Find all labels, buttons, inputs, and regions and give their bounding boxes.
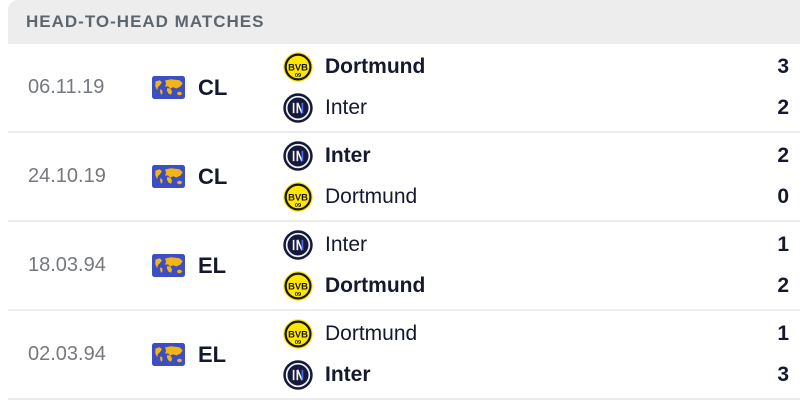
match-date: 24.10.19 bbox=[28, 165, 106, 187]
match-teams: BVB 09 Dortmund 1 Inter 3 bbox=[272, 311, 800, 398]
svg-text:BVB: BVB bbox=[288, 281, 308, 291]
match-row[interactable]: 06.11.19 CL BVB 09 Dortmund 3 bbox=[8, 44, 800, 133]
team-score: 2 bbox=[777, 96, 789, 119]
competition-label: EL bbox=[198, 252, 227, 278]
match-date: 02.03.94 bbox=[28, 343, 106, 365]
panel-title: HEAD-TO-HEAD MATCHES bbox=[26, 12, 265, 31]
team-score: 0 bbox=[777, 185, 789, 208]
bvb-logo: BVB 09 bbox=[283, 52, 313, 82]
svg-text:BVB: BVB bbox=[288, 329, 308, 339]
bvb-logo: BVB 09 bbox=[283, 271, 313, 301]
world-map-icon bbox=[152, 254, 185, 277]
team-score: 1 bbox=[777, 233, 789, 256]
match-date: 18.03.94 bbox=[28, 254, 106, 276]
svg-text:BVB: BVB bbox=[288, 62, 308, 72]
team-name: Dortmund bbox=[325, 322, 418, 345]
match-teams: Inter 1 BVB 09 Dortmund 2 bbox=[272, 222, 800, 309]
svg-text:09: 09 bbox=[295, 340, 301, 346]
team-line: Inter 3 bbox=[272, 359, 800, 391]
inter-logo bbox=[283, 230, 313, 260]
svg-text:09: 09 bbox=[295, 292, 301, 298]
team-name: Inter bbox=[325, 363, 371, 386]
team-line: Inter 1 bbox=[272, 229, 800, 261]
bvb-logo: BVB 09 bbox=[283, 182, 313, 212]
team-name: Inter bbox=[325, 144, 371, 167]
matches-list: 06.11.19 CL BVB 09 Dortmund 3 bbox=[0, 44, 800, 400]
match-row[interactable]: 18.03.94 EL Inter 1 bbox=[8, 222, 800, 311]
team-name: Inter bbox=[325, 233, 368, 256]
team-score: 2 bbox=[777, 144, 789, 167]
competition: EL bbox=[152, 253, 272, 279]
panel-header: HEAD-TO-HEAD MATCHES bbox=[8, 0, 800, 44]
svg-text:09: 09 bbox=[295, 203, 301, 209]
team-name: Inter bbox=[325, 96, 368, 119]
team-line: Inter 2 bbox=[272, 92, 800, 124]
bvb-logo: BVB 09 bbox=[283, 319, 313, 349]
world-map-icon bbox=[152, 165, 185, 188]
team-score: 2 bbox=[777, 274, 789, 297]
team-score: 3 bbox=[777, 363, 789, 386]
competition: EL bbox=[152, 342, 272, 368]
match-date: 06.11.19 bbox=[28, 76, 105, 98]
team-line: BVB 09 Dortmund 0 bbox=[272, 181, 800, 213]
team-score: 1 bbox=[777, 322, 789, 345]
inter-logo bbox=[283, 93, 313, 123]
competition: CL bbox=[152, 75, 272, 101]
competition-label: CL bbox=[198, 163, 228, 189]
match-teams: Inter 2 BVB 09 Dortmund 0 bbox=[272, 133, 800, 220]
match-row[interactable]: 02.03.94 EL BVB 09 Dortmund 1 bbox=[8, 311, 800, 400]
competition-label: CL bbox=[198, 74, 228, 100]
team-line: Inter 2 bbox=[272, 140, 800, 172]
team-name: Dortmund bbox=[325, 55, 426, 78]
team-line: BVB 09 Dortmund 1 bbox=[272, 318, 800, 350]
team-line: BVB 09 Dortmund 3 bbox=[272, 51, 800, 83]
inter-logo bbox=[283, 360, 313, 390]
svg-text:BVB: BVB bbox=[288, 192, 308, 202]
inter-logo bbox=[283, 141, 313, 171]
competition: CL bbox=[152, 164, 272, 190]
team-name: Dortmund bbox=[325, 274, 426, 297]
world-map-icon bbox=[152, 343, 185, 366]
team-score: 3 bbox=[777, 55, 789, 78]
competition-label: EL bbox=[198, 341, 227, 367]
match-teams: BVB 09 Dortmund 3 Inter 2 bbox=[272, 44, 800, 131]
match-row[interactable]: 24.10.19 CL Inter 2 bbox=[8, 133, 800, 222]
svg-text:09: 09 bbox=[295, 73, 301, 79]
world-map-icon bbox=[152, 76, 185, 99]
team-line: BVB 09 Dortmund 2 bbox=[272, 270, 800, 302]
team-name: Dortmund bbox=[325, 185, 418, 208]
